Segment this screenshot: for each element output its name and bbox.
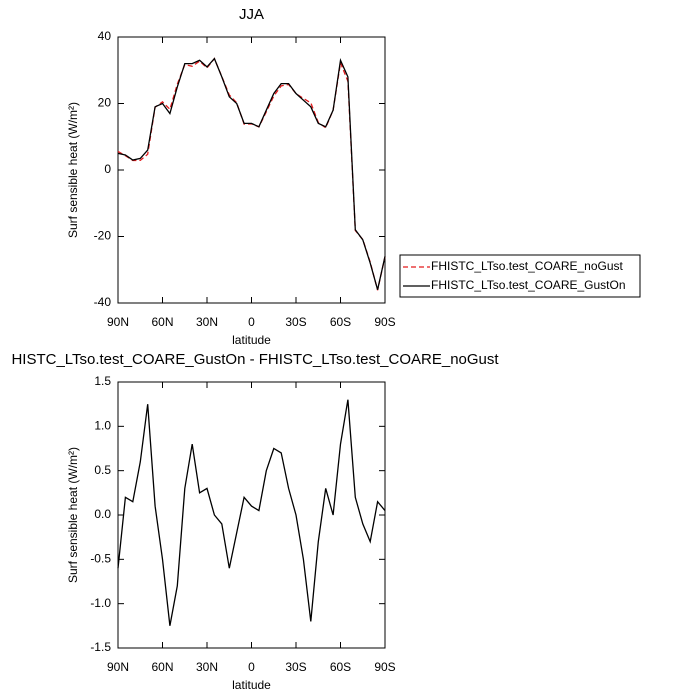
plot-frame <box>117 36 386 304</box>
y-tick-label: 20 <box>98 96 112 110</box>
legend-label: FHISTC_LTso.test_COARE_noGust <box>431 259 624 273</box>
y-tick-label: -0.5 <box>90 552 111 566</box>
series-line <box>117 399 386 626</box>
chart-title: JJA <box>239 6 264 23</box>
y-tick-label: -1.5 <box>90 640 111 654</box>
x-tick-label: 30S <box>285 660 306 674</box>
y-tick-label: 1.5 <box>94 374 111 388</box>
plot-frame <box>117 381 386 649</box>
x-tick-label: 90S <box>374 660 395 674</box>
y-axis-label: Surf sensible heat (W/m²) <box>66 447 80 583</box>
x-tick-label: 90N <box>107 315 129 329</box>
x-tick-label: 60S <box>330 660 351 674</box>
x-tick-label: 0 <box>248 315 255 329</box>
y-tick-label: -20 <box>94 229 112 243</box>
y-tick-label: 40 <box>98 29 112 43</box>
y-tick-label: 1.0 <box>94 419 111 433</box>
x-tick-label: 60N <box>151 660 173 674</box>
chart-title: HISTC_LTso.test_COARE_GustOn - FHISTC_LT… <box>11 351 499 368</box>
x-tick-label: 90S <box>374 315 395 329</box>
series-line <box>117 57 386 290</box>
legend-box <box>399 254 641 298</box>
x-tick-label: 60N <box>151 315 173 329</box>
y-tick-label: 0 <box>104 162 111 176</box>
x-tick-label: 30N <box>196 660 218 674</box>
y-tick-label: 0.5 <box>94 463 111 477</box>
x-tick-label: 60S <box>330 315 351 329</box>
x-tick-label: 0 <box>248 660 255 674</box>
series-line <box>117 57 386 291</box>
y-tick-label: 0.0 <box>94 507 111 521</box>
y-tick-label: -1.0 <box>90 596 111 610</box>
x-axis-label: latitude <box>232 333 271 347</box>
x-axis-label: latitude <box>232 678 271 692</box>
x-tick-label: 90N <box>107 660 129 674</box>
y-tick-label: -40 <box>94 295 112 309</box>
legend-label: FHISTC_LTso.test_COARE_GustOn <box>431 278 626 292</box>
x-tick-label: 30N <box>196 315 218 329</box>
x-tick-label: 30S <box>285 315 306 329</box>
y-axis-label: Surf sensible heat (W/m²) <box>66 102 80 238</box>
